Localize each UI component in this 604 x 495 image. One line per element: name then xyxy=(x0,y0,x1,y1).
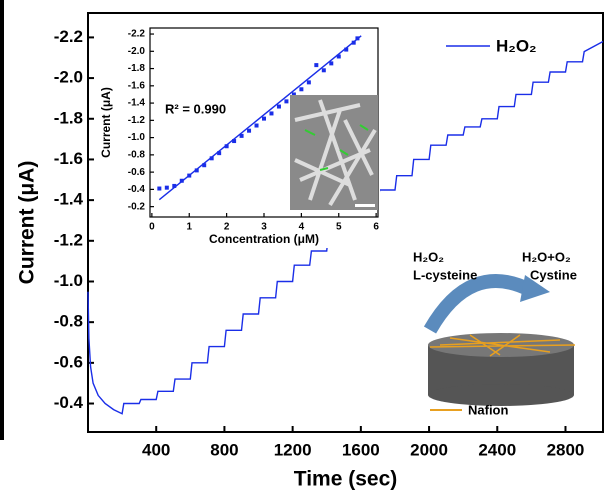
x-tick-label: 1200 xyxy=(274,440,312,459)
x-tick-label: 800 xyxy=(210,440,238,459)
y-tick-label: -0.8 xyxy=(128,150,146,161)
y-tick-label: -1.4 xyxy=(128,98,146,109)
schematic-label: H₂O+O₂ xyxy=(522,249,571,264)
x-tick-label: 2000 xyxy=(410,440,448,459)
x-axis-label: Concentration (μM) xyxy=(209,232,319,246)
chart: -0.4 -0.6 -0.8 -1.0 -1.2 -1.4 -1.6 -1.8 -2.0 -2.2… xyxy=(0,0,604,495)
data-point xyxy=(269,111,273,115)
x-axis-label: Time (sec) xyxy=(294,468,398,491)
y-tick-label: -0.8 xyxy=(54,312,83,331)
y-tick-label: -2.2 xyxy=(54,27,83,46)
schematic-label: Cystine xyxy=(530,267,577,282)
y-tick-label: -1.4 xyxy=(54,190,84,209)
data-point xyxy=(247,129,251,133)
x-tick-label: 1600 xyxy=(342,440,380,459)
y-tick-label: -2.0 xyxy=(54,68,83,87)
x-tick-label: 2 xyxy=(224,222,230,233)
y-tick-label: -0.4 xyxy=(54,393,84,412)
y-tick-label: -1.6 xyxy=(54,149,83,168)
y-axis-label: Current (μA) xyxy=(16,161,39,285)
edge-bar xyxy=(0,0,4,440)
y-tick-label: -1.0 xyxy=(128,132,146,143)
y-tick-label: -1.2 xyxy=(54,230,83,249)
x-tick-label: 6 xyxy=(373,222,379,233)
data-point xyxy=(299,87,303,91)
schematic-label: L-cysteine xyxy=(413,267,477,282)
y-tick-label: -2.2 xyxy=(128,29,146,40)
y-tick-label: -0.4 xyxy=(128,184,146,195)
data-point xyxy=(314,63,318,67)
data-point xyxy=(322,68,326,72)
legend-label: H₂O₂ xyxy=(496,36,537,55)
y-tick-label: -0.6 xyxy=(128,167,146,178)
data-point xyxy=(255,124,259,128)
y-tick-label: -1.6 xyxy=(128,80,146,91)
schematic-label: Nafion xyxy=(468,402,509,417)
y-tick-label: -1.8 xyxy=(54,108,83,127)
x-tick-label: 5 xyxy=(336,222,342,233)
sem-image xyxy=(290,95,378,210)
x-tick-label: 2400 xyxy=(478,440,516,459)
data-point xyxy=(262,117,266,121)
x-tick-label: 0 xyxy=(149,222,155,233)
y-tick-label: -1.8 xyxy=(128,63,146,74)
x-tick-label: 4 xyxy=(299,222,305,233)
y-tick-label: -0.2 xyxy=(128,201,146,212)
data-point xyxy=(284,99,288,103)
y-axis-label: Current (μA) xyxy=(99,87,113,158)
x-tick-label: 1 xyxy=(186,222,192,233)
data-point xyxy=(157,187,161,191)
x-tick-label: 3 xyxy=(261,222,267,233)
y-tick-label: -1.2 xyxy=(128,115,146,126)
y-tick-label: -0.6 xyxy=(54,352,83,371)
data-point xyxy=(307,80,311,84)
annotation: R² = 0.990 xyxy=(165,101,226,116)
y-tick-label: -2.0 xyxy=(128,46,146,57)
data-point xyxy=(165,186,169,190)
y-tick-label: -1.0 xyxy=(54,271,83,290)
data-point xyxy=(277,105,281,109)
schematic-label: H₂O₂ xyxy=(413,249,444,264)
x-tick-label: 400 xyxy=(142,440,170,459)
x-tick-label: 2800 xyxy=(547,440,585,459)
